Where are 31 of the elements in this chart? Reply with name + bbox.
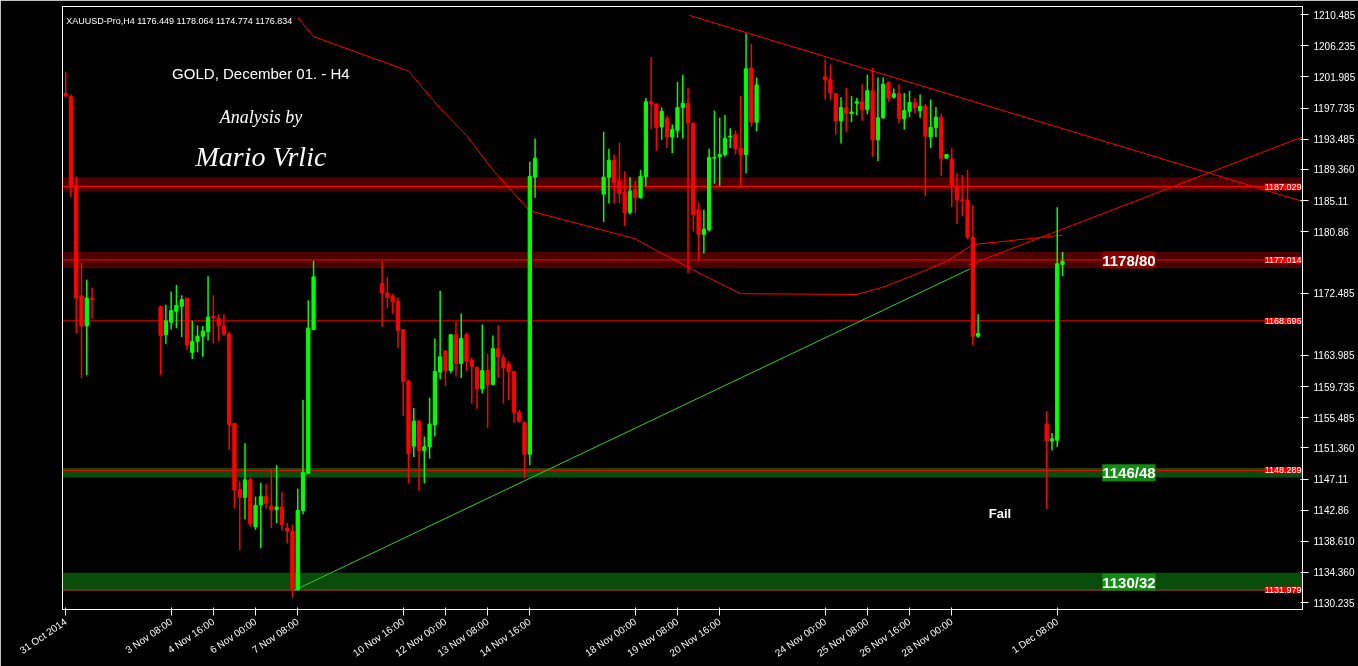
y-tick-label: 1210.485 bbox=[1313, 9, 1356, 21]
y-tick-label: 1147.11 bbox=[1313, 474, 1349, 486]
y-tick-label: 1130.235 bbox=[1313, 597, 1355, 609]
band-label: 1178/80 bbox=[1102, 251, 1156, 269]
y-tick-label: 1155.485 bbox=[1313, 412, 1355, 424]
y-tick-label: 1151.360 bbox=[1313, 442, 1355, 454]
ref-line-label: 1168.696 bbox=[1264, 315, 1302, 326]
y-tick-label: 1138.610 bbox=[1313, 536, 1355, 548]
y-tick-label: 1185.11 bbox=[1313, 195, 1349, 207]
band-label: 1130/32 bbox=[1102, 573, 1156, 591]
annotation: Fail bbox=[988, 505, 1012, 521]
annotation: Analysis by bbox=[218, 107, 303, 128]
y-tick-label: 1180.86 bbox=[1313, 226, 1350, 238]
y-tick-label: 1142.86 bbox=[1313, 505, 1350, 517]
annotation: XAUUSD-Pro,H4 1176.449 1178.064 1174.774 1176.834 bbox=[66, 15, 293, 26]
band-label: 1146/48 bbox=[1102, 464, 1156, 482]
text: GOLD, December 01. - H4 bbox=[172, 64, 350, 82]
ref-line-label: 1131.979 bbox=[1264, 584, 1302, 595]
y-tick-label: 1197.735 bbox=[1313, 103, 1355, 115]
y-tick-label: 1193.485 bbox=[1313, 134, 1355, 146]
y-tick-label: 1189.360 bbox=[1313, 164, 1355, 176]
y-tick-label: 1134.360 bbox=[1313, 567, 1355, 579]
ref-line-label: 1177.014 bbox=[1264, 254, 1302, 265]
y-tick-label: 1159.735 bbox=[1313, 381, 1355, 393]
y-tick-label: 1206.235 bbox=[1313, 40, 1356, 52]
y-tick-label: 1172.485 bbox=[1313, 288, 1355, 300]
ref-line-label: 1187.029 bbox=[1264, 181, 1302, 192]
ref-line-label: 1148.289 bbox=[1264, 465, 1302, 476]
annotation: Mario Vrlic bbox=[194, 141, 327, 173]
y-tick-label: 1163.985 bbox=[1313, 350, 1355, 362]
y-tick-label: 1201.985 bbox=[1313, 71, 1356, 83]
